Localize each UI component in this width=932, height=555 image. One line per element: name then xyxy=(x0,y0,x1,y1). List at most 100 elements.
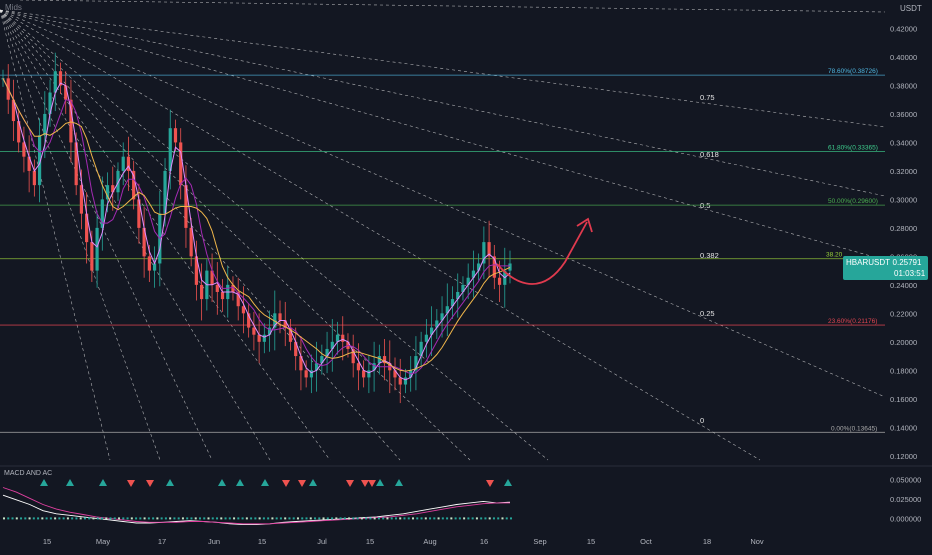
candle-body[interactable] xyxy=(372,363,376,371)
candle-body[interactable] xyxy=(262,334,266,342)
candle-body[interactable] xyxy=(22,142,26,157)
candle-body[interactable] xyxy=(362,370,366,378)
candle-body[interactable] xyxy=(147,256,151,271)
signal-marker[interactable] xyxy=(218,479,226,486)
candle-body[interactable] xyxy=(17,121,21,143)
candle-body[interactable] xyxy=(58,71,63,86)
signal-marker[interactable] xyxy=(376,479,384,486)
candle-body[interactable] xyxy=(482,242,486,264)
candle-body[interactable] xyxy=(508,263,512,271)
signal-marker[interactable] xyxy=(66,479,74,486)
signal-marker[interactable] xyxy=(146,480,154,487)
candle-body[interactable] xyxy=(330,341,334,349)
candle-body[interactable] xyxy=(173,128,178,143)
candle-body[interactable] xyxy=(487,242,491,257)
candle-body[interactable] xyxy=(325,348,329,357)
candle-body[interactable] xyxy=(419,341,423,357)
candle-body[interactable] xyxy=(341,334,345,342)
candle-body[interactable] xyxy=(90,242,94,271)
candle-body[interactable] xyxy=(471,270,476,278)
candle-body[interactable] xyxy=(315,363,319,371)
candle-body[interactable] xyxy=(79,185,84,214)
signal-marker[interactable] xyxy=(127,480,135,487)
candle-body[interactable] xyxy=(200,284,204,300)
candle-body[interactable] xyxy=(168,128,172,171)
candle-body[interactable] xyxy=(142,227,146,257)
candle-body[interactable] xyxy=(278,313,282,321)
signal-marker[interactable] xyxy=(99,479,107,486)
candle-body[interactable] xyxy=(283,320,287,328)
signal-marker[interactable] xyxy=(236,479,244,486)
candle-body[interactable] xyxy=(288,327,293,342)
candle-body[interactable] xyxy=(445,306,449,314)
candle-body[interactable] xyxy=(100,199,104,228)
candle-body[interactable] xyxy=(247,313,251,328)
candle-body[interactable] xyxy=(126,156,131,171)
signal-marker[interactable] xyxy=(309,479,317,486)
candle-body[interactable] xyxy=(74,142,78,186)
candle-body[interactable] xyxy=(210,270,214,285)
candle-body[interactable] xyxy=(299,356,303,371)
candle-body[interactable] xyxy=(367,370,371,378)
candle-body[interactable] xyxy=(440,313,444,321)
candle-body[interactable] xyxy=(398,377,402,385)
candle-body[interactable] xyxy=(179,142,183,186)
candle-body[interactable] xyxy=(37,135,42,186)
candle-body[interactable] xyxy=(111,185,115,193)
candle-body[interactable] xyxy=(220,291,225,300)
candle-body[interactable] xyxy=(382,356,387,364)
candle-body[interactable] xyxy=(48,92,52,114)
candle-body[interactable] xyxy=(137,199,141,228)
candle-body[interactable] xyxy=(320,356,324,364)
candle-body[interactable] xyxy=(304,370,308,378)
candle-body[interactable] xyxy=(450,299,455,307)
candle-body[interactable] xyxy=(393,370,397,378)
candle-body[interactable] xyxy=(189,227,193,257)
candle-body[interactable] xyxy=(456,291,460,300)
signal-marker[interactable] xyxy=(361,480,369,487)
candle-body[interactable] xyxy=(53,71,57,93)
candle-body[interactable] xyxy=(27,156,31,171)
signal-marker[interactable] xyxy=(486,480,494,487)
signal-marker[interactable] xyxy=(282,480,290,487)
candle-body[interactable] xyxy=(429,327,434,335)
signal-marker[interactable] xyxy=(395,479,403,486)
candle-body[interactable] xyxy=(294,341,298,357)
candle-body[interactable] xyxy=(492,256,496,278)
signal-marker[interactable] xyxy=(40,479,48,486)
candle-body[interactable] xyxy=(32,170,36,186)
candle-body[interactable] xyxy=(43,113,47,136)
candle-body[interactable] xyxy=(215,284,219,292)
candle-body[interactable] xyxy=(477,263,481,271)
candle-body[interactable] xyxy=(435,320,439,328)
signal-marker[interactable] xyxy=(298,480,306,487)
candle-body[interactable] xyxy=(403,377,408,385)
candle-body[interactable] xyxy=(69,99,73,143)
candle-body[interactable] xyxy=(252,327,256,335)
candle-body[interactable] xyxy=(461,284,465,292)
candle-body[interactable] xyxy=(309,370,313,378)
candle-body[interactable] xyxy=(335,334,340,342)
candle-body[interactable] xyxy=(132,170,136,200)
candle-body[interactable] xyxy=(466,277,470,285)
signal-marker[interactable] xyxy=(261,479,269,486)
candle-body[interactable] xyxy=(95,227,99,271)
candle-body[interactable] xyxy=(194,256,198,285)
candle-body[interactable] xyxy=(273,313,277,328)
candle-body[interactable] xyxy=(116,170,120,193)
candle-body[interactable] xyxy=(11,99,16,122)
signal-marker[interactable] xyxy=(346,480,354,487)
candle-body[interactable] xyxy=(105,185,110,200)
candle-body[interactable] xyxy=(351,348,355,364)
candle-body[interactable] xyxy=(267,327,272,335)
candle-body[interactable] xyxy=(257,334,261,342)
candle-body[interactable] xyxy=(121,156,125,171)
candle-body[interactable] xyxy=(241,306,246,314)
candle-body[interactable] xyxy=(414,356,418,371)
candle-body[interactable] xyxy=(152,263,157,271)
candle-body[interactable] xyxy=(64,85,68,100)
candle-body[interactable] xyxy=(85,213,89,243)
candle-body[interactable] xyxy=(231,284,235,292)
signal-marker[interactable] xyxy=(368,480,376,487)
